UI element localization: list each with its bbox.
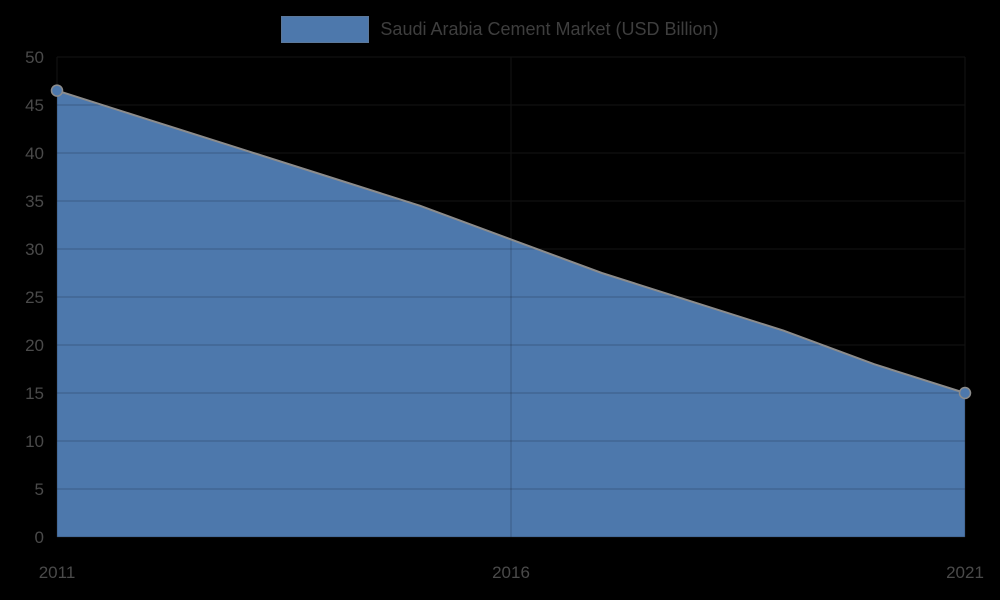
legend: Saudi Arabia Cement Market (USD Billion) bbox=[0, 15, 1000, 43]
y-axis-tick-label: 5 bbox=[35, 480, 44, 499]
y-axis-tick-label: 35 bbox=[25, 192, 44, 211]
y-axis-tick-label: 45 bbox=[25, 96, 44, 115]
y-axis-tick-label: 50 bbox=[25, 48, 44, 67]
y-axis-tick-label: 10 bbox=[25, 432, 44, 451]
x-axis-tick-label: 2016 bbox=[492, 563, 530, 582]
x-axis-tick-label: 2021 bbox=[946, 563, 984, 582]
y-axis-tick-label: 0 bbox=[35, 528, 44, 547]
endpoint-marker bbox=[50, 84, 64, 97]
area-series-line bbox=[56, 89, 966, 394]
y-axis-tick-label: 15 bbox=[25, 384, 44, 403]
axis-labels: 0 5 10 15 20 25 30 35 40 45 50 2011 2016 2021 bbox=[25, 48, 984, 582]
y-axis-tick-label: 20 bbox=[25, 336, 44, 355]
area-series-fill bbox=[57, 90, 965, 537]
endpoint-marker bbox=[958, 386, 972, 400]
y-axis-tick-label: 30 bbox=[25, 240, 44, 259]
legend-swatch bbox=[281, 15, 370, 43]
legend-label: Saudi Arabia Cement Market (USD Billion) bbox=[380, 18, 719, 39]
y-axis-tick-label: 40 bbox=[25, 144, 44, 163]
x-axis-tick-label: 2011 bbox=[39, 563, 76, 582]
y-axis-tick-label: 25 bbox=[25, 288, 44, 307]
gridlines-over bbox=[56, 56, 966, 538]
